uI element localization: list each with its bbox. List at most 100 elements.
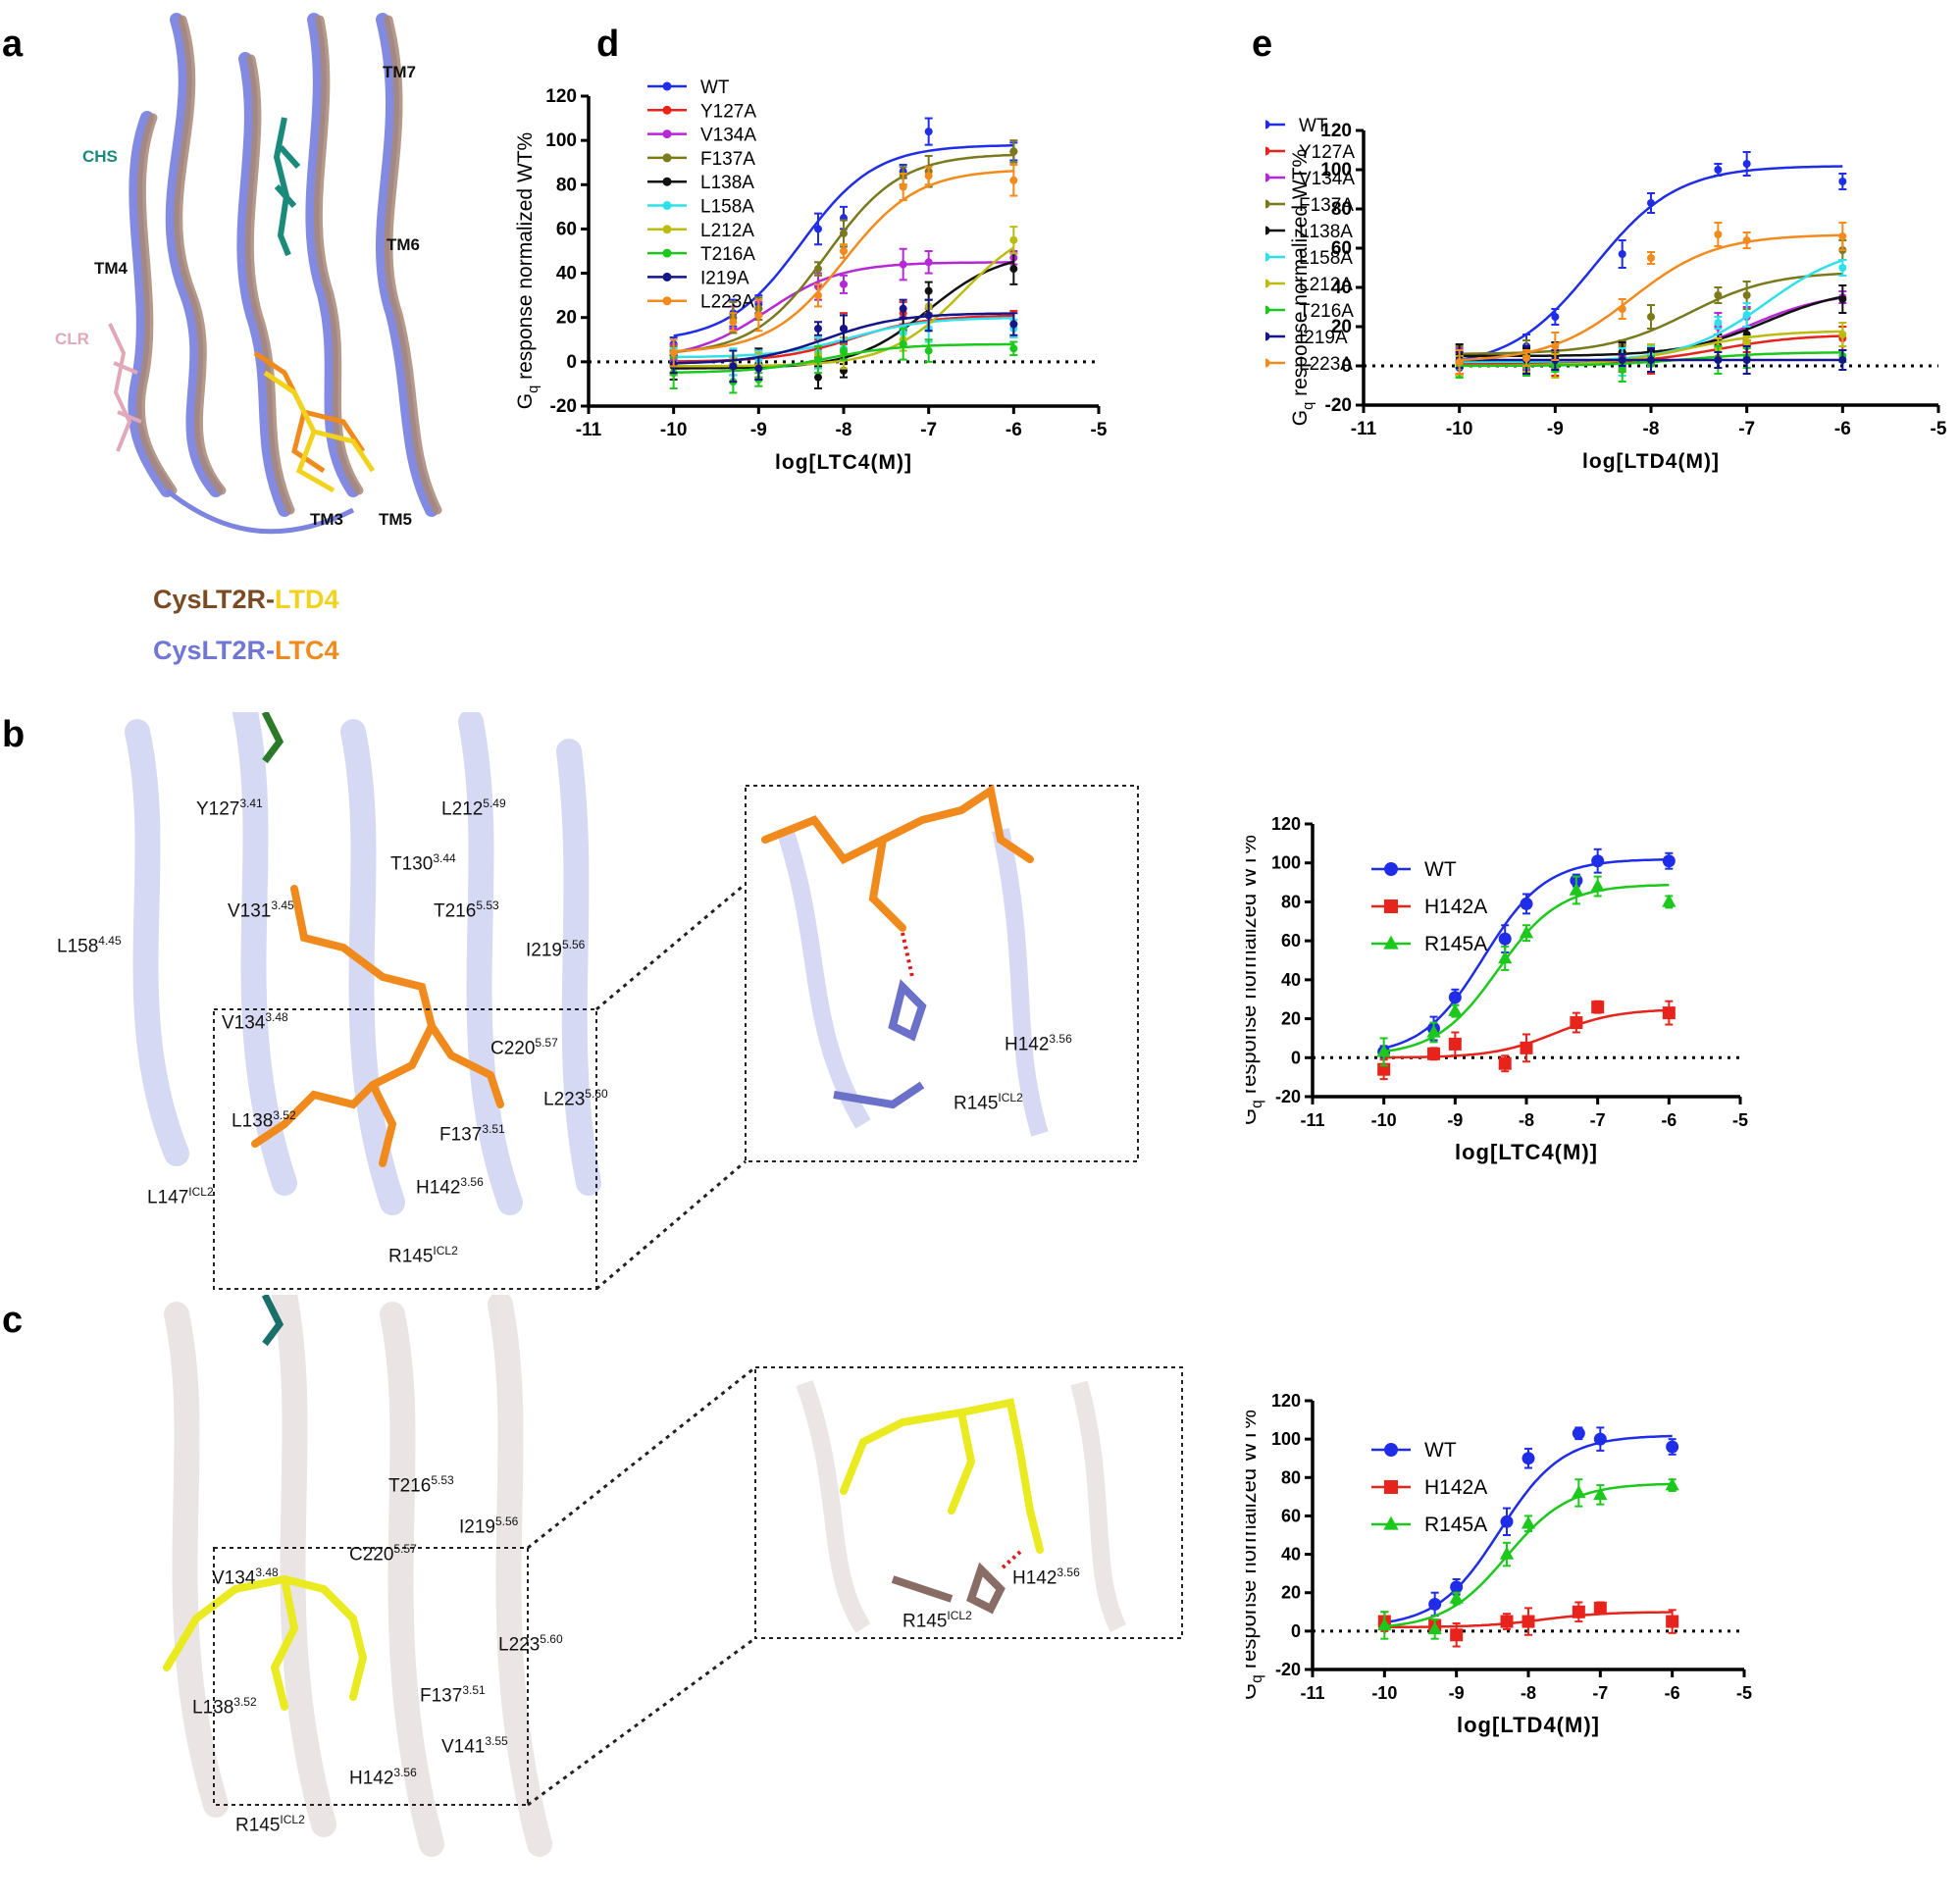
data-point — [924, 128, 933, 136]
y-axis-label: Gq response normalized WT% — [514, 132, 542, 409]
legend-marker — [1265, 173, 1270, 182]
series-wt — [1377, 847, 1676, 1059]
legend-marker — [662, 81, 672, 91]
legend-label: T216A — [700, 244, 755, 265]
data-point — [1521, 1515, 1536, 1529]
data-point — [924, 172, 933, 180]
legend-marker — [662, 201, 672, 210]
data-point — [1377, 1618, 1392, 1631]
data-point — [899, 339, 907, 348]
y-tick-label: -20 — [550, 396, 577, 417]
clr-label: CLR — [55, 330, 89, 348]
data-point — [1520, 1041, 1533, 1054]
series-r145a — [1376, 875, 1676, 1067]
data-point — [1714, 319, 1723, 327]
x-tick-label: -7 — [920, 420, 937, 440]
y-tick-label: 80 — [556, 175, 577, 195]
x-tick-label: -5 — [1091, 420, 1108, 440]
residue-label: R145ICL2 — [235, 1813, 305, 1836]
x-tick-label: -7 — [1592, 1683, 1608, 1703]
x-tick-label: -10 — [660, 420, 687, 440]
data-point — [1551, 313, 1560, 321]
zoom-box-b — [213, 1008, 597, 1290]
legend-label: L223A — [1299, 354, 1353, 375]
x-tick-label: -5 — [1732, 1110, 1748, 1130]
residue-label: L1383.52 — [192, 1695, 257, 1719]
data-point — [1498, 932, 1512, 946]
x-tick-label: -7 — [1738, 419, 1755, 439]
y-tick-label: 80 — [1331, 199, 1352, 220]
legend-marker — [1265, 226, 1270, 235]
legend-label: V134A — [700, 126, 756, 146]
legend-marker — [1265, 120, 1270, 129]
data-point — [669, 348, 678, 357]
data-point — [1838, 178, 1847, 185]
data-point — [1590, 878, 1605, 892]
legend-entry: V134A — [647, 126, 756, 146]
y-tick-label: 20 — [556, 308, 577, 329]
data-point — [729, 318, 738, 327]
y-tick-label: 40 — [1331, 278, 1352, 298]
legend-entry: H142A — [1371, 1476, 1487, 1499]
legend-entry: L138A — [647, 173, 754, 193]
legend-label: Y127A — [700, 101, 756, 122]
legend-marker — [1265, 305, 1270, 315]
series-l223a — [1455, 222, 1847, 375]
legend-entry: I219A — [647, 268, 749, 288]
chs-fragment-c — [261, 1295, 284, 1347]
chart-e: -20 0 20 40 60 80 100 120 -11 -10 -9 -8 -7 -6 -5 log[LT… — [1265, 116, 1947, 473]
y-tick-label: 100 — [545, 130, 577, 151]
data-point — [1714, 356, 1723, 364]
data-point — [1009, 320, 1018, 329]
y-tick-label: 0 — [566, 352, 577, 373]
legend-entry: L212A — [1265, 275, 1353, 295]
data-point — [1448, 991, 1462, 1004]
data-point — [1520, 897, 1533, 910]
x-tick-label: -10 — [1446, 419, 1472, 439]
residue-label: V1313.45 — [228, 899, 294, 922]
data-point — [1838, 295, 1847, 303]
legend-marker — [662, 248, 672, 258]
chs-fragment — [261, 712, 284, 764]
zoom-residue-label: R145ICL2 — [954, 1091, 1023, 1114]
y-tick-label: 120 — [1271, 1391, 1301, 1411]
y-tick-label: 80 — [1281, 1467, 1301, 1487]
y-tick-label: 40 — [1281, 970, 1301, 990]
y-tick-label: 0 — [1341, 356, 1352, 377]
data-point — [1714, 231, 1723, 238]
data-point — [729, 362, 738, 371]
data-point — [840, 346, 848, 355]
data-point — [1455, 358, 1464, 366]
series-i219a — [669, 298, 1018, 384]
data-point — [1009, 265, 1018, 274]
x-tick-label: -9 — [750, 420, 767, 440]
y-tick-label: 120 — [1320, 121, 1352, 141]
x-tick-label: -8 — [1521, 1683, 1536, 1703]
data-point — [1522, 354, 1531, 362]
y-tick-label: 60 — [1281, 931, 1301, 950]
legend-marker — [1265, 279, 1270, 288]
data-point — [1665, 1477, 1679, 1491]
data-point — [1499, 1546, 1515, 1560]
y-tick-label: 120 — [545, 86, 577, 107]
residue-label: V1413.55 — [441, 1734, 508, 1758]
legend-label: V134A — [1299, 169, 1355, 189]
chs-label: CHS — [82, 147, 118, 166]
y-tick-label: 0 — [1291, 1621, 1301, 1641]
data-point — [840, 280, 848, 288]
chart-d: -20 0 20 40 60 80 100 120 -11 -10 -9 -8 -7 -6 -5 log[LT… — [514, 78, 1108, 474]
data-point — [1450, 1580, 1464, 1594]
residue-label: F1373.51 — [439, 1122, 505, 1146]
x-tick-label: -11 — [576, 420, 602, 440]
data-point — [814, 325, 822, 333]
clr-ligand — [108, 323, 142, 452]
data-point — [1427, 1047, 1441, 1060]
data-point — [1572, 1485, 1586, 1499]
x-tick-label: -8 — [1519, 1110, 1534, 1130]
x-tick-label: -11 — [1351, 419, 1377, 439]
legend-entry: R145A — [1371, 933, 1487, 955]
residue-label: Y1273.41 — [196, 796, 263, 820]
data-point — [1742, 160, 1751, 168]
y-tick-label: 100 — [1271, 853, 1301, 873]
data-point — [1714, 291, 1723, 299]
